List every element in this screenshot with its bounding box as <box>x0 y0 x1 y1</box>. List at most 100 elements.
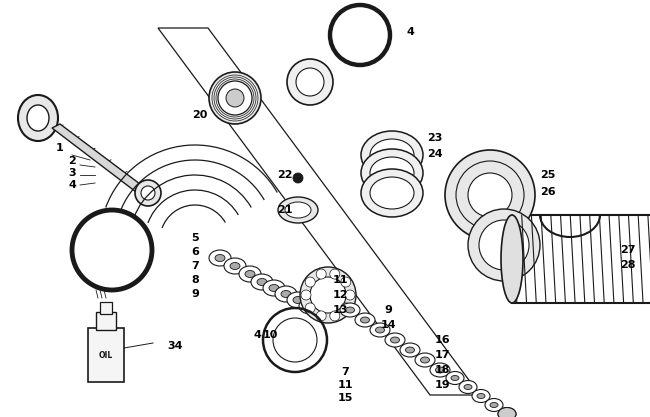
Circle shape <box>306 303 315 313</box>
Circle shape <box>310 277 346 313</box>
Text: 23: 23 <box>427 133 443 143</box>
Ellipse shape <box>299 298 321 314</box>
Text: 4: 4 <box>406 27 414 37</box>
Text: 1: 1 <box>56 143 64 153</box>
Text: 10: 10 <box>263 330 278 340</box>
Ellipse shape <box>400 343 420 357</box>
Ellipse shape <box>415 353 435 367</box>
Ellipse shape <box>278 197 318 223</box>
Text: 27: 27 <box>620 245 636 255</box>
Text: 7: 7 <box>191 261 199 271</box>
Ellipse shape <box>477 394 485 399</box>
Text: 2: 2 <box>68 156 76 166</box>
Ellipse shape <box>239 266 261 282</box>
Ellipse shape <box>285 202 311 218</box>
Text: 14: 14 <box>380 320 396 330</box>
Text: 34: 34 <box>167 341 183 351</box>
Ellipse shape <box>361 149 423 197</box>
Text: 12: 12 <box>332 290 348 300</box>
Text: 8: 8 <box>191 275 199 285</box>
Ellipse shape <box>370 323 390 337</box>
Ellipse shape <box>263 280 285 296</box>
Ellipse shape <box>370 157 414 189</box>
Text: 11: 11 <box>337 380 353 390</box>
Ellipse shape <box>421 357 430 363</box>
Text: 6: 6 <box>191 247 199 257</box>
Ellipse shape <box>224 258 246 274</box>
Text: 5: 5 <box>191 233 199 243</box>
Ellipse shape <box>305 302 315 309</box>
Ellipse shape <box>269 284 279 291</box>
Text: 4: 4 <box>68 180 76 190</box>
Text: 9: 9 <box>191 289 199 299</box>
Ellipse shape <box>361 317 369 323</box>
Ellipse shape <box>257 279 267 286</box>
Ellipse shape <box>385 333 405 347</box>
Ellipse shape <box>287 292 309 308</box>
Text: 13: 13 <box>332 305 348 315</box>
Ellipse shape <box>446 372 464 384</box>
Ellipse shape <box>230 262 240 269</box>
Bar <box>88 328 124 382</box>
Ellipse shape <box>376 327 385 333</box>
Circle shape <box>345 290 355 300</box>
Ellipse shape <box>275 286 297 302</box>
Ellipse shape <box>141 186 155 200</box>
Text: 11: 11 <box>332 275 348 285</box>
Ellipse shape <box>459 380 477 394</box>
Ellipse shape <box>281 291 291 297</box>
Ellipse shape <box>479 220 529 270</box>
Ellipse shape <box>498 407 516 417</box>
Text: 25: 25 <box>540 170 556 180</box>
Ellipse shape <box>346 307 354 313</box>
Ellipse shape <box>468 209 540 281</box>
Ellipse shape <box>209 250 231 266</box>
Text: 26: 26 <box>540 187 556 197</box>
Ellipse shape <box>498 407 516 417</box>
Ellipse shape <box>468 173 512 217</box>
Text: 20: 20 <box>192 110 208 120</box>
Circle shape <box>330 269 340 279</box>
Ellipse shape <box>340 303 360 317</box>
Text: 22: 22 <box>278 170 292 180</box>
Circle shape <box>316 311 326 321</box>
Ellipse shape <box>18 95 58 141</box>
Polygon shape <box>52 124 148 195</box>
Circle shape <box>330 311 340 321</box>
Text: 21: 21 <box>278 205 292 215</box>
Circle shape <box>293 173 303 183</box>
Text: 24: 24 <box>427 149 443 159</box>
Ellipse shape <box>485 399 503 412</box>
Ellipse shape <box>361 169 423 217</box>
Ellipse shape <box>472 389 490 402</box>
Bar <box>100 302 112 314</box>
Circle shape <box>301 290 311 300</box>
Ellipse shape <box>355 313 375 327</box>
Ellipse shape <box>445 150 535 240</box>
Bar <box>96 312 116 330</box>
Circle shape <box>316 269 326 279</box>
Circle shape <box>300 267 356 323</box>
Ellipse shape <box>218 81 252 115</box>
Ellipse shape <box>436 367 445 373</box>
Ellipse shape <box>215 254 225 261</box>
Ellipse shape <box>370 177 414 209</box>
Ellipse shape <box>251 274 273 290</box>
Ellipse shape <box>27 105 49 131</box>
Text: OIL: OIL <box>99 352 113 361</box>
Ellipse shape <box>391 337 400 343</box>
Ellipse shape <box>226 89 244 107</box>
Ellipse shape <box>287 59 333 105</box>
Ellipse shape <box>296 68 324 96</box>
Text: 3: 3 <box>68 168 76 178</box>
Ellipse shape <box>451 375 459 380</box>
Circle shape <box>306 277 315 287</box>
Text: 28: 28 <box>620 260 636 270</box>
Text: 4: 4 <box>253 330 261 340</box>
Ellipse shape <box>361 131 423 179</box>
Ellipse shape <box>245 271 255 277</box>
Text: 9: 9 <box>384 305 392 315</box>
Text: 19: 19 <box>434 380 450 390</box>
Ellipse shape <box>490 402 498 407</box>
Ellipse shape <box>464 384 472 389</box>
